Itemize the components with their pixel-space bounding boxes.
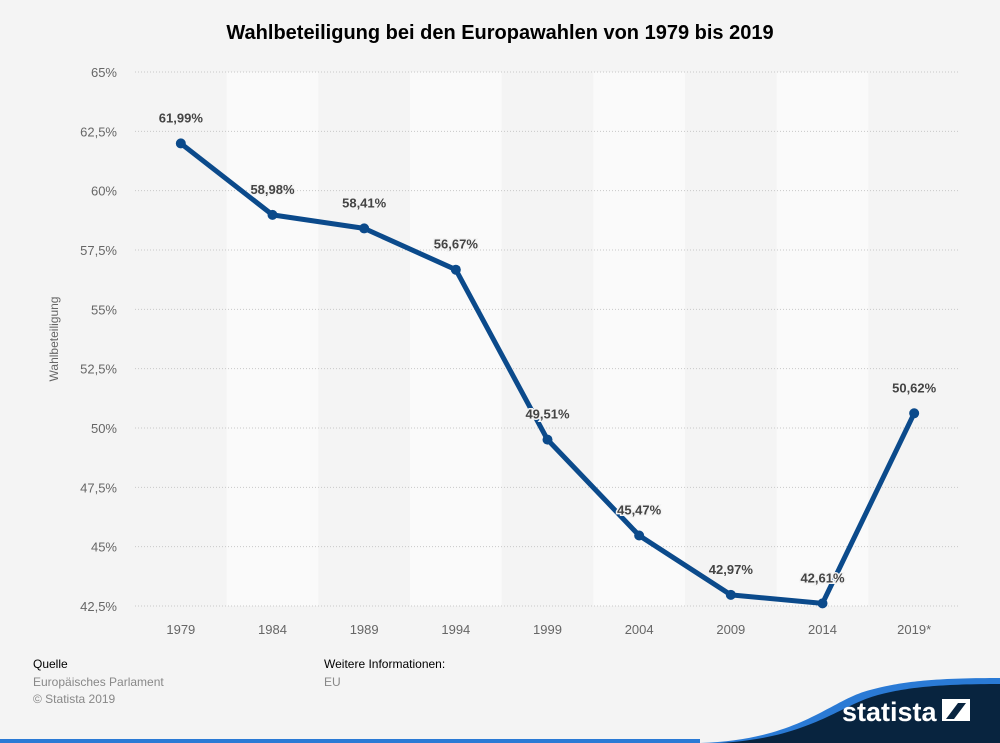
y-tick-label: 42,5% xyxy=(80,599,117,614)
info-text: EU xyxy=(324,675,341,689)
y-tick-label: 60% xyxy=(91,184,117,199)
source-text: Europäisches Parlament xyxy=(33,675,164,689)
logo-text: statista xyxy=(842,697,938,727)
statista-logo: statista xyxy=(700,678,1000,743)
x-tick-label: 1994 xyxy=(441,622,470,637)
data-label: 42,61% xyxy=(800,570,845,585)
y-tick-label: 45% xyxy=(91,540,117,555)
data-label: 45,47% xyxy=(617,503,662,518)
data-point xyxy=(359,223,370,234)
data-point xyxy=(634,530,645,541)
x-tick-label: 1984 xyxy=(258,622,287,637)
column-band xyxy=(593,72,685,606)
y-tick-label: 52,5% xyxy=(80,362,117,377)
x-tick-label: 1989 xyxy=(350,622,379,637)
chart-title: Wahlbeteiligung bei den Europawahlen von… xyxy=(226,22,774,44)
y-tick-label: 50% xyxy=(91,421,117,436)
x-tick-label: 2004 xyxy=(625,622,654,637)
data-label: 58,41% xyxy=(342,195,387,210)
data-label: 56,67% xyxy=(434,237,479,252)
y-tick-label: 47,5% xyxy=(80,480,117,495)
y-tick-label: 62,5% xyxy=(80,124,117,139)
x-tick-label: 1999 xyxy=(533,622,562,637)
data-label: 42,97% xyxy=(709,562,754,577)
x-tick-label: 2009 xyxy=(716,622,745,637)
x-tick-label: 2014 xyxy=(808,622,837,637)
column-band xyxy=(410,72,502,606)
data-point xyxy=(175,138,186,149)
data-label: 49,51% xyxy=(525,407,570,422)
data-label: 58,98% xyxy=(250,182,295,197)
data-label: 50,62% xyxy=(892,380,937,395)
column-band xyxy=(776,72,869,606)
data-point xyxy=(817,598,828,609)
y-axis-label: Wahlbeteiligung xyxy=(47,297,61,382)
data-point xyxy=(267,209,278,220)
source-heading: Quelle xyxy=(33,657,68,671)
column-band xyxy=(226,72,319,606)
y-tick-label: 65% xyxy=(91,65,117,80)
info-heading: Weitere Informationen: xyxy=(324,657,446,671)
x-tick-label: 2019* xyxy=(897,622,931,637)
copyright: © Statista 2019 xyxy=(33,692,116,706)
x-tick-label: 1979 xyxy=(166,622,195,637)
y-tick-label: 57,5% xyxy=(80,243,117,258)
data-point xyxy=(450,264,461,275)
data-point xyxy=(725,589,736,600)
data-point xyxy=(542,434,553,445)
data-point xyxy=(909,408,920,419)
y-tick-label: 55% xyxy=(91,302,117,317)
data-label: 61,99% xyxy=(159,110,204,125)
